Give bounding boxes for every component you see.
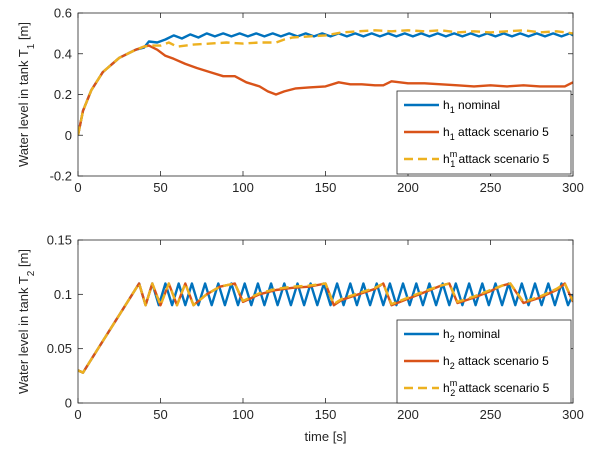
y-axis-label: Water level in tank T2 [m] xyxy=(16,249,37,394)
legend: h1 nominal h1 attack scenario 5 hm 1 attack… xyxy=(396,90,572,175)
legend-label-3: hm 2 attack scenario 5 xyxy=(443,378,550,398)
x-tick-label: 150 xyxy=(315,407,337,422)
x-tick-label: 300 xyxy=(562,407,584,422)
y-tick-label: 0.6 xyxy=(54,6,72,21)
legend-label-2: h1 attack scenario 5 xyxy=(443,125,549,142)
legend-label-1: h1 nominal xyxy=(443,98,500,115)
x-tick-label: 200 xyxy=(397,407,419,422)
y-tick-label: 0.1 xyxy=(54,287,72,302)
x-tick-label: 50 xyxy=(153,407,167,422)
x-axis-label: time [s] xyxy=(305,429,347,444)
x-tick-label: 100 xyxy=(232,180,254,195)
x-tick-label: 300 xyxy=(562,180,584,195)
legend: h2 nominal h2 attack scenario 5 hm 2 attack… xyxy=(396,319,572,404)
x-tick-label: 100 xyxy=(232,407,254,422)
y-tick-label: 0.15 xyxy=(47,233,72,248)
y-tick-label: 0 xyxy=(65,396,72,411)
x-tick-label: 200 xyxy=(397,180,419,195)
legend-label-3: hm 1 attack scenario 5 xyxy=(443,149,550,169)
y-axis-label: Water level in tank T1 [m] xyxy=(16,22,37,167)
legend-label-2: h2 attack scenario 5 xyxy=(443,354,549,371)
x-tick-label: 250 xyxy=(480,407,502,422)
x-tick-label: 250 xyxy=(480,180,502,195)
series-line-3 xyxy=(78,282,573,374)
y-tick-label: 0.4 xyxy=(54,46,72,61)
series-line-2 xyxy=(78,44,573,136)
series-line-3 xyxy=(78,29,573,136)
series-line-1 xyxy=(78,282,573,374)
x-tick-label: 150 xyxy=(315,180,337,195)
series-group xyxy=(78,29,573,136)
y-tick-label: 0.05 xyxy=(47,341,72,356)
y-tick-label: 0 xyxy=(65,128,72,143)
x-tick-label: 50 xyxy=(153,180,167,195)
y-tick-label: -0.2 xyxy=(50,169,72,184)
x-tick-label: 0 xyxy=(74,407,81,422)
x-tick-label: 0 xyxy=(74,180,81,195)
chart-panel-2: 0 50 100 150 200 250 300 0 0.05 0.1 0.15 Water leve… xyxy=(16,233,584,445)
series-group xyxy=(78,282,573,374)
y-tick-label: 0.2 xyxy=(54,87,72,102)
legend-label-1: h2 nominal xyxy=(443,327,500,344)
